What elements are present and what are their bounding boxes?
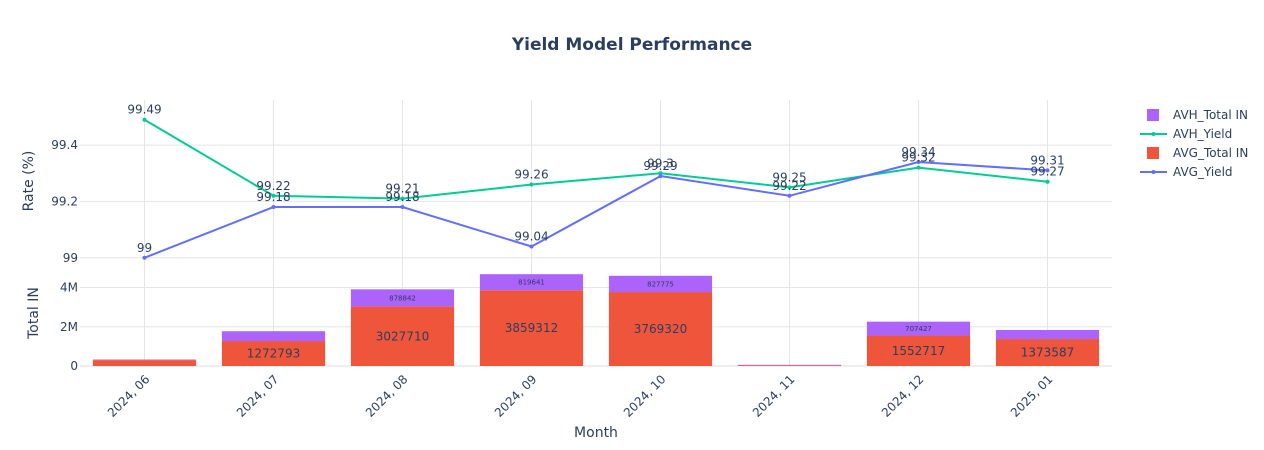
avg-yield-label: 99.29 <box>643 159 677 173</box>
avg-yield-point <box>787 193 792 198</box>
avh-yield-label: 99.27 <box>1030 165 1064 179</box>
avh-total-in-label: 707427 <box>905 325 932 333</box>
avg-yield-point <box>529 244 534 249</box>
avg-total-in-bar <box>479 290 584 366</box>
avg-total-in-bar <box>350 306 455 366</box>
bar-series <box>92 274 1100 366</box>
avh-yield-label: 99.32 <box>901 151 935 165</box>
top-panel-grid <box>80 100 1112 262</box>
top-y-tick-label: 99.2 <box>51 194 78 208</box>
avg-yield-label: 99 <box>137 241 152 255</box>
avh-yield-point <box>400 196 405 201</box>
legend-item[interactable]: AVH_Total IN <box>1147 108 1248 122</box>
avg-total-in-bar <box>737 365 842 366</box>
bottom-y-axis-title: Total IN <box>26 287 42 340</box>
avg-yield-label: 99.18 <box>256 190 290 204</box>
avg-yield-label: 99.34 <box>901 145 935 159</box>
top-y-axis-title: Rate (%) <box>21 151 37 212</box>
avg-total-in-label: 1552717 <box>892 344 945 358</box>
avh-yield-point <box>787 185 792 190</box>
bottom-y-tick-label: 0 <box>70 359 78 373</box>
line-series <box>142 117 1050 260</box>
top-y-tick-label: 99.4 <box>51 138 78 152</box>
avh-yield-point <box>142 117 147 122</box>
top-y-tick-label: 99 <box>63 251 78 265</box>
avh-yield-label: 99.3 <box>647 156 674 170</box>
avh-yield-point <box>916 165 921 170</box>
avg-yield-label: 99.04 <box>514 230 548 244</box>
avg-yield-label: 99.22 <box>772 179 806 193</box>
legend-marker <box>1151 132 1156 136</box>
avg-yield-point <box>1045 168 1050 173</box>
avg-yield-point <box>142 255 147 260</box>
x-axis-title: Month <box>574 425 618 441</box>
avh-total-in-bar <box>608 275 713 293</box>
avh-yield-point <box>529 182 534 187</box>
avh-yield-label: 99.21 <box>385 182 419 196</box>
avg-yield-line <box>144 160 1048 259</box>
avh-total-in-bar <box>350 289 455 307</box>
avg-yield-point <box>271 205 276 210</box>
legend-label: AVG_Total IN <box>1173 146 1248 160</box>
avg-total-in-bar <box>866 335 971 366</box>
avh-total-in-bar <box>221 331 326 342</box>
chart-title: Yield Model Performance <box>511 35 752 55</box>
avg-total-in-label: 3769320 <box>634 322 687 336</box>
avg-total-in-label: 1373587 <box>1021 346 1074 360</box>
avh-yield-line <box>143 118 1048 200</box>
avh-yield-label: 99.26 <box>514 168 548 182</box>
legend-item[interactable]: AVG_Yield <box>1140 165 1233 179</box>
avh-total-in-label: 827775 <box>647 280 674 288</box>
legend-marker <box>1151 170 1156 174</box>
avh-yield-label: 99.49 <box>127 103 161 117</box>
avg-total-in-bar <box>221 341 326 366</box>
avh-yield-label: 99.25 <box>772 170 806 184</box>
avg-yield-point <box>916 159 921 164</box>
avh-yield-point <box>1045 179 1050 184</box>
legend-swatch <box>1147 109 1159 121</box>
avg-total-in-bar <box>995 339 1100 366</box>
avh-total-in-bar <box>737 364 842 366</box>
avh-total-in-label: 878842 <box>389 294 416 302</box>
avh-total-in-bar <box>479 274 584 291</box>
avh-yield-label: 99.22 <box>256 179 290 193</box>
legend-item[interactable]: AVH_Yield <box>1140 127 1232 141</box>
legend-label: AVG_Yield <box>1173 165 1233 179</box>
avg-total-in-bar <box>92 360 197 366</box>
avh-yield-point <box>658 171 663 176</box>
bottom-y-tick-label: 4M <box>60 281 78 295</box>
avg-total-in-label: 3859312 <box>505 321 558 335</box>
data-labels: 1272793 3027710 3859312 3769320 1552717 13735… <box>127 103 1074 361</box>
legend[interactable]: AVH_Total IN AVH_Yield AVG_Total IN AVG_Yie… <box>1140 108 1248 179</box>
avh-total-in-bar <box>995 330 1100 340</box>
avg-total-in-label: 1272793 <box>247 347 300 361</box>
avh-total-in-bar <box>866 321 971 336</box>
avg-total-in-label: 3027710 <box>376 329 429 343</box>
legend-label: AVH_Yield <box>1173 127 1232 141</box>
avg-yield-point <box>658 174 663 179</box>
legend-item[interactable]: AVG_Total IN <box>1147 146 1248 160</box>
legend-swatch <box>1147 147 1159 159</box>
avg-yield-point <box>400 205 405 210</box>
avg-yield-label: 99.18 <box>385 190 419 204</box>
avg-total-in-bar <box>608 292 713 366</box>
avg-yield-label: 99.31 <box>1030 153 1064 167</box>
avh-total-in-label: 819641 <box>518 279 545 287</box>
bottom-y-tick-label: 2M <box>60 320 78 334</box>
legend-label: AVH_Total IN <box>1173 108 1248 122</box>
avh-yield-point <box>271 193 276 198</box>
avh-total-in-bar <box>92 359 197 361</box>
